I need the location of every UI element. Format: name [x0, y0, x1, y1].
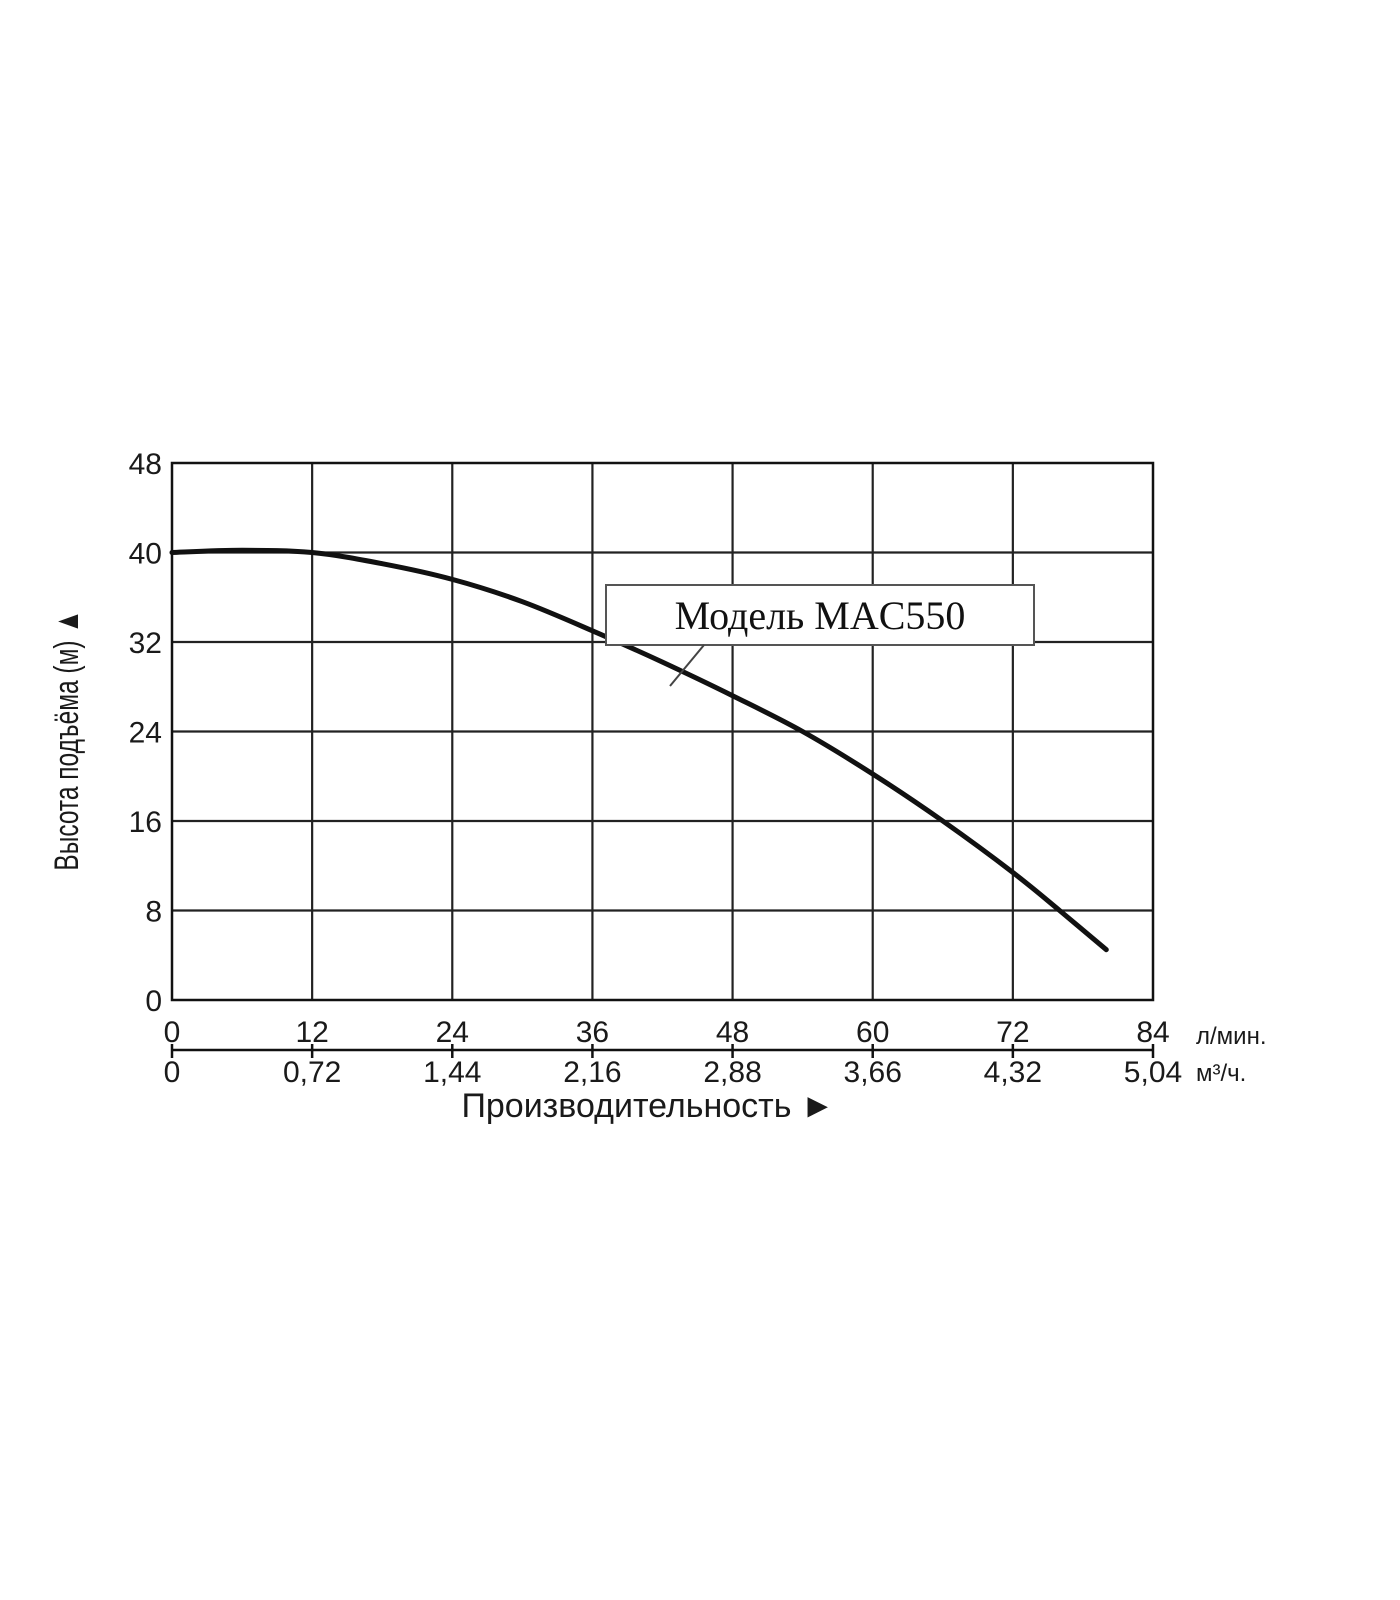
x-tick-labels-primary: 0 12 24 36 48 60 72 84	[164, 1016, 1170, 1049]
series-group	[169, 547, 1109, 953]
y-tick-label: 32	[129, 627, 162, 660]
x-tick-label-secondary: 1,44	[423, 1056, 481, 1089]
x-tick-label-primary: 48	[716, 1016, 749, 1049]
x-tick-label-secondary: 5,04	[1124, 1056, 1182, 1089]
x-unit-primary: л/мин.	[1196, 1023, 1267, 1050]
x-tick-label-primary: 84	[1136, 1016, 1169, 1049]
x-tick-label-primary: 36	[576, 1016, 609, 1049]
x-unit-secondary: м³/ч.	[1196, 1060, 1246, 1087]
x-tick-label-secondary: 3,66	[844, 1056, 902, 1089]
x-tick-label-primary: 24	[436, 1016, 469, 1049]
series-label: Модель MAC550	[675, 593, 966, 638]
x-tick-label-secondary: 2,16	[563, 1056, 621, 1089]
y-axis-title: Высота подъёма (м) ▲	[48, 609, 86, 870]
series-line	[169, 547, 1109, 953]
x-tick-label-secondary: 4,32	[984, 1056, 1042, 1089]
x-tick-label-primary: 12	[295, 1016, 328, 1049]
x-axis-title: Производительность ►	[461, 1087, 834, 1125]
x-tick-labels-secondary: 0 0,72 1,44 2,16 2,88 3,66 4,32 5,04	[164, 1056, 1183, 1089]
y-tick-labels: 0 8 16 24 32 40 48	[129, 448, 162, 1018]
plot-border	[170, 461, 1155, 1002]
x-tick-label-secondary: 2,88	[703, 1056, 761, 1089]
grid	[172, 463, 1153, 1000]
series-label-box	[605, 584, 1035, 646]
x-tick-label-primary: 72	[996, 1016, 1029, 1049]
y-tick-label: 8	[145, 896, 162, 929]
y-tick-label: 48	[129, 448, 162, 481]
series-label-leader	[669, 644, 705, 687]
x-tick-label-secondary: 0	[164, 1056, 181, 1089]
y-tick-label: 40	[129, 538, 162, 571]
x-tick-label-primary: 60	[856, 1016, 889, 1049]
y-tick-label: 0	[145, 985, 162, 1018]
y-tick-label: 24	[129, 717, 162, 750]
y-tick-label: 16	[129, 806, 162, 839]
plot-frame	[170, 461, 1155, 1058]
x-tick-label-primary: 0	[164, 1016, 181, 1049]
x-tick-label-secondary: 0,72	[283, 1056, 341, 1089]
